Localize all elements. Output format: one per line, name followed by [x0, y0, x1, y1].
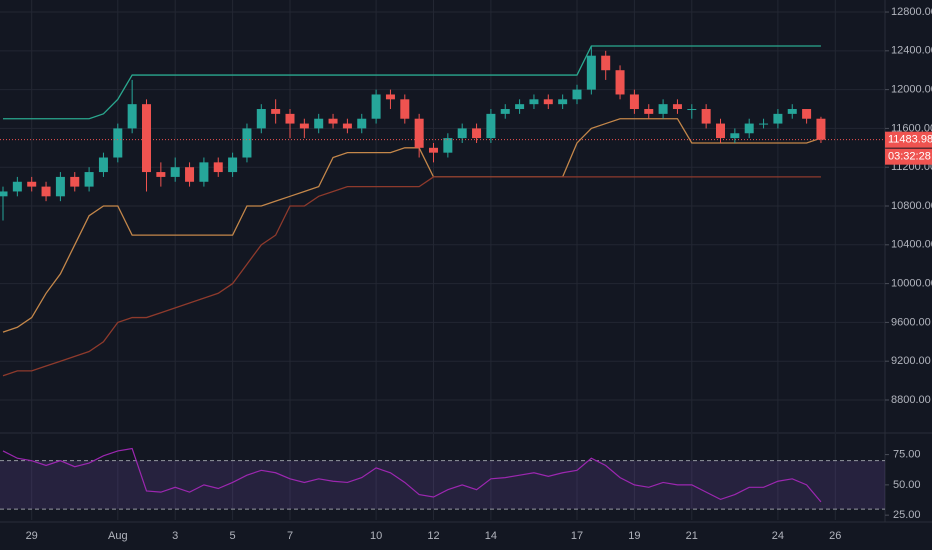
rsi-y-tick-label: 25.00 — [893, 509, 921, 521]
countdown-label: 03:32:28 — [888, 151, 931, 163]
candle-body — [228, 157, 238, 173]
candle-body — [342, 123, 352, 129]
candle-body — [371, 94, 381, 119]
candle-body — [357, 118, 367, 129]
y-tick-label: 10000.00 — [891, 278, 932, 290]
candle-body — [629, 94, 639, 110]
candle-body — [802, 109, 812, 119]
channel-line — [2, 118, 822, 333]
candle-body — [156, 172, 166, 177]
channel-line — [3, 45, 821, 120]
candle-body — [515, 104, 525, 110]
x-tick-label: 21 — [686, 530, 698, 542]
candle-body — [285, 113, 295, 124]
candle-body — [213, 162, 223, 173]
candle-body — [687, 109, 697, 111]
y-tick-label: 8800.00 — [891, 394, 931, 406]
x-tick-label: 3 — [172, 530, 178, 542]
y-tick-label: 11600.00 — [891, 122, 932, 134]
x-tick-label: 24 — [772, 530, 784, 542]
y-tick-label: 9200.00 — [891, 355, 931, 367]
candle-body — [486, 113, 496, 139]
candle-body — [385, 94, 395, 100]
candle-body — [787, 109, 797, 114]
candles — [0, 45, 826, 221]
candle-body — [199, 162, 209, 182]
candle-body — [500, 109, 510, 114]
candle-body — [142, 104, 151, 173]
candle-body — [127, 104, 137, 129]
candle-body — [170, 167, 180, 177]
candle-body — [84, 172, 94, 187]
candle-body — [529, 99, 539, 105]
y-tick-label: 9600.00 — [891, 316, 931, 328]
candle-body — [414, 118, 424, 148]
candle-body — [314, 118, 324, 129]
last-price-label: 11483.98 — [888, 134, 932, 146]
candle-body — [242, 128, 252, 158]
candle-body — [701, 109, 711, 124]
grid — [0, 0, 885, 520]
candle-body — [328, 118, 338, 124]
x-tick-label: Aug — [108, 530, 128, 542]
candle-body — [716, 123, 725, 139]
candle-body — [601, 55, 611, 71]
x-tick-label: 17 — [571, 530, 583, 542]
countdown-tag — [885, 148, 932, 165]
candle-body — [443, 138, 453, 153]
y-tick-label: 12400.00 — [891, 45, 932, 57]
candle-body — [672, 104, 682, 110]
candle-body — [816, 118, 826, 140]
y-tick-label: 12000.00 — [891, 84, 932, 96]
candle-body — [543, 99, 553, 105]
x-tick-label: 19 — [628, 530, 640, 542]
x-tick-label: 10 — [370, 530, 382, 542]
candle-body — [472, 128, 482, 139]
candle-body — [185, 167, 195, 182]
candle-body — [615, 70, 625, 95]
candle-body — [730, 133, 740, 139]
candle-body — [98, 157, 108, 173]
y-tick-label: 10400.00 — [891, 239, 932, 251]
x-tick-label: 29 — [26, 530, 38, 542]
candle-body — [586, 55, 596, 90]
candle-body — [12, 181, 22, 192]
x-tick-label: 7 — [287, 530, 293, 542]
candle-body — [457, 128, 467, 139]
candle-body — [773, 113, 783, 124]
candle-body — [256, 109, 266, 129]
candle-body — [644, 109, 654, 114]
rsi-line — [2, 447, 822, 503]
y-tick-label: 10800.00 — [891, 200, 932, 212]
candle-body — [658, 104, 668, 114]
x-tick-label: 5 — [230, 530, 236, 542]
x-tick-label: 14 — [485, 530, 497, 542]
x-tick-label: 12 — [427, 530, 439, 542]
candle-body — [299, 123, 309, 129]
last-price-tag — [885, 131, 932, 148]
candle-body — [70, 176, 80, 187]
candle-body — [572, 89, 582, 100]
candle-body — [271, 109, 281, 114]
candle-body — [0, 191, 8, 197]
candle-body — [429, 147, 438, 153]
candle-body — [113, 128, 123, 158]
candle-body — [558, 99, 568, 105]
candle-body — [400, 99, 410, 119]
x-tick-label: 26 — [829, 530, 841, 542]
rsi-y-tick-label: 75.00 — [893, 448, 921, 460]
channel-line — [2, 176, 821, 377]
candle-body — [744, 123, 754, 134]
candle-body — [55, 176, 65, 197]
candle-body — [759, 123, 769, 125]
rsi-band — [0, 460, 885, 510]
candle-body — [27, 181, 37, 187]
rsi-y-tick-label: 50.00 — [893, 479, 921, 491]
candle-body — [41, 186, 51, 197]
y-tick-label: 12800.00 — [891, 6, 932, 18]
